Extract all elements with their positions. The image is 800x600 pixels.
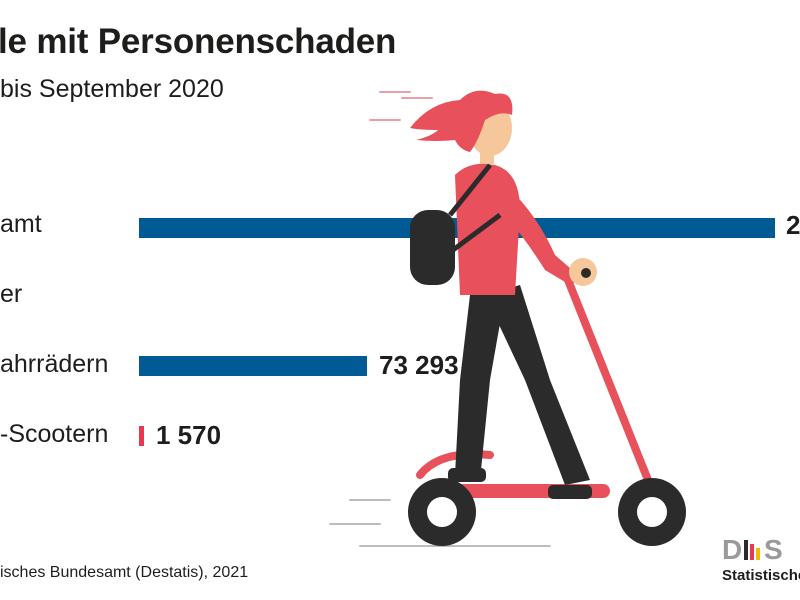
destatis-logo: D S Statistische	[722, 534, 800, 594]
source-note: isches Bundesamt (Destatis), 2021	[0, 564, 249, 581]
chart-title: le mit Personenschaden	[0, 22, 397, 61]
value-label-3: 73 293	[379, 350, 459, 380]
person-on-e-scooter-icon	[329, 90, 686, 547]
value-label-4: 1 570	[156, 420, 222, 450]
svg-text:S: S	[764, 534, 783, 564]
category-label-4: -Scootern	[0, 420, 109, 448]
value-label-1: 2	[786, 210, 800, 240]
destatis-logo-mark-icon: D S	[722, 534, 783, 565]
category-label-3: ahrrädern	[0, 350, 109, 378]
bar-gesamt	[139, 218, 775, 238]
bar-fahrraeder	[139, 356, 367, 376]
svg-text:D: D	[722, 534, 742, 564]
bar-e-scooter	[139, 426, 144, 446]
category-label-2: er	[0, 280, 23, 308]
chart-subtitle: bis September 2020	[0, 75, 224, 103]
category-label-1: amt	[0, 210, 42, 238]
logo-text: Statistische	[722, 567, 800, 584]
